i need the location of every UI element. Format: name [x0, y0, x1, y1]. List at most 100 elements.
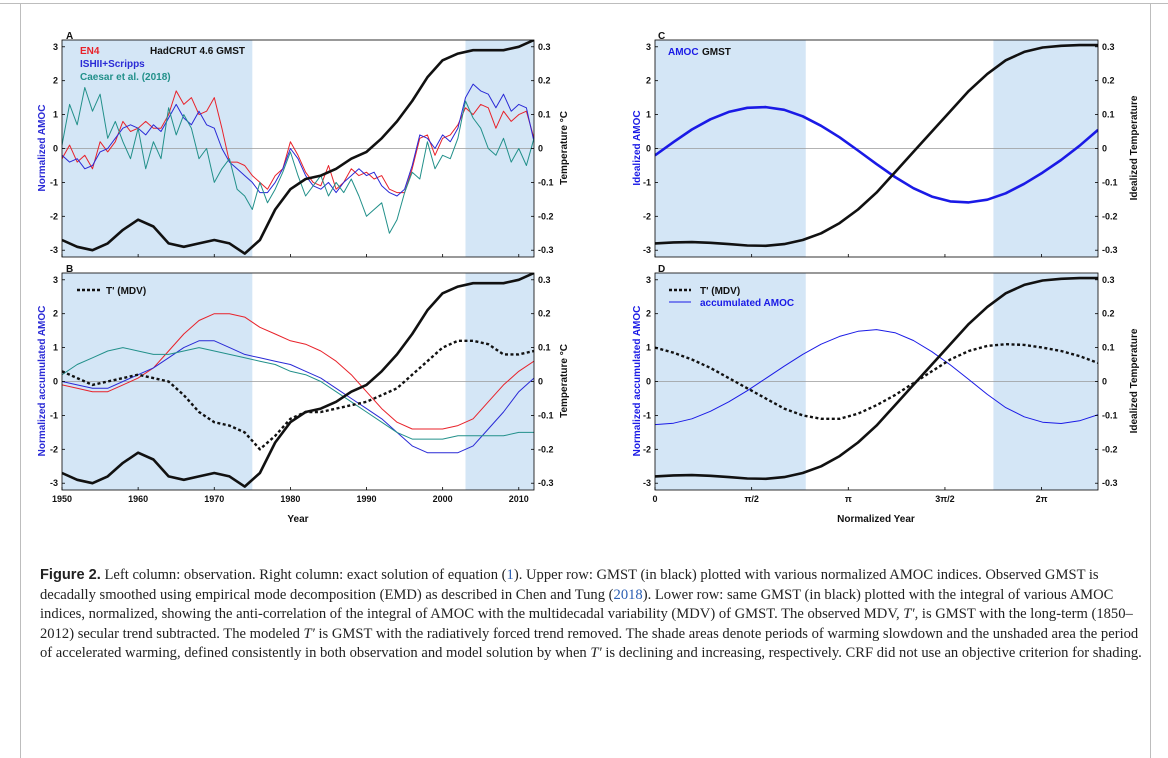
panel-c-legend-amoc: AMOC — [668, 47, 699, 58]
caption-citation-link[interactable]: 2018 — [613, 586, 643, 603]
caption-math-tprime-3: T′ — [590, 645, 602, 662]
panel-b-series-2-line — [62, 347, 534, 440]
caption-equation-link[interactable]: 1 — [506, 567, 514, 583]
panel-d-right-tick-label-5: 0.2 — [1102, 309, 1115, 319]
panel-a-legend-en4: EN4 — [80, 46, 100, 57]
panel-a-ticks: -3 -2 -1 0 1 2 3 -0.3 -0.2 -0.1 0 0.1 0.2 0.3 — [50, 42, 554, 257]
panel-d-series — [655, 276, 1098, 481]
panel-c-series — [655, 43, 1098, 248]
panel-b-x-tick-label-2: 1970 — [204, 494, 224, 504]
panel-a-series-3-line — [62, 40, 534, 255]
panel-b-left-tick-label-2: -1 — [50, 410, 58, 420]
panel-d-x-tick-label-0: 0 — [652, 494, 657, 504]
panel-d-x-tick-label-2: π — [845, 494, 852, 504]
caption-text-1: Left column: observation. Right column: … — [104, 567, 507, 583]
panel-a-right-tick-label-1: -0.2 — [538, 211, 554, 221]
panel-d-right-tick-label-3: 0 — [1102, 377, 1107, 387]
panel-b-x-tick-label-0: 1950 — [52, 494, 72, 504]
panel-b-series-1-line — [62, 340, 534, 454]
panel-b-x-axis-label: Year — [287, 514, 308, 525]
panel-c-right-tick-label-0: -0.3 — [1102, 245, 1118, 255]
panel-a-left-tick-label-3: 0 — [53, 144, 58, 154]
caption-math-tprime-2: T′ — [303, 625, 315, 642]
panel-b-ticks: -3 -2 -1 0 1 2 3 -0.3 -0.2 -0.1 0 0.1 0.2 0.3 1950 1960… — [50, 275, 554, 504]
panel-a-right-tick-label-2: -0.1 — [538, 177, 554, 187]
panel-d-left-tick-label-5: 2 — [646, 309, 651, 319]
panel-d-legend-tprime: T' (MDV) — [700, 286, 740, 297]
panel-b-left-tick-label-3: 0 — [53, 377, 58, 387]
panel-d-left-axis-label: Normalized accumulated AMOC — [632, 306, 643, 457]
panel-d-x-tick-label-3: 3π/2 — [935, 494, 954, 504]
panel-a-series-1-line — [62, 83, 534, 197]
panel-a-right-tick-label-5: 0.2 — [538, 76, 551, 86]
figure-2: -3 -2 -1 0 1 2 3 -0.3 -0.2 -0.1 0 0.1 0.2 0.3 A EN4 I… — [37, 31, 1140, 525]
panel-a-left-tick-label-4: 1 — [53, 110, 58, 120]
panel-a-left-axis-label: Normalized AMOC — [37, 105, 48, 192]
panel-a-left-tick-label-0: -3 — [50, 245, 58, 255]
panel-d-x-tick-label-4: 2π — [1036, 494, 1048, 504]
panel-b: -3 -2 -1 0 1 2 3 -0.3 -0.2 -0.1 0 0.1 0.2 0.3 1950 1960… — [37, 264, 570, 525]
panel-b-label: B — [66, 264, 73, 275]
panel-c-ticks: -3 -2 -1 0 1 2 3 -0.3 -0.2 -0.1 0 0.1 0.2 0.3 — [643, 42, 1118, 257]
panel-c-left-tick-label-1: -2 — [643, 211, 651, 221]
panel-d-series-0-line — [655, 329, 1098, 426]
panel-d-left-tick-label-0: -3 — [643, 478, 651, 488]
panel-a-left-tick-label-6: 3 — [53, 42, 58, 52]
panel-a-label: A — [66, 31, 73, 42]
panel-b-legend-tprime: T' (MDV) — [106, 286, 146, 297]
panel-a: -3 -2 -1 0 1 2 3 -0.3 -0.2 -0.1 0 0.1 0.2 0.3 A EN4 I… — [37, 31, 570, 258]
panel-b-x-tick-label-1: 1960 — [128, 494, 148, 504]
panel-c-right-tick-label-1: -0.2 — [1102, 211, 1118, 221]
panel-b-series — [62, 273, 534, 488]
panel-b-left-tick-label-4: 1 — [53, 343, 58, 353]
panel-c-right-tick-label-2: -0.1 — [1102, 177, 1118, 187]
panel-a-left-tick-label-1: -2 — [50, 211, 58, 221]
panel-b-series-3-line — [62, 339, 534, 451]
panel-b-left-tick-label-5: 2 — [53, 309, 58, 319]
panel-c-right-tick-label-4: 0.1 — [1102, 110, 1115, 120]
panel-a-right-tick-label-6: 0.3 — [538, 42, 551, 52]
panel-b-x-tick-label-3: 1980 — [280, 494, 300, 504]
page-frame-right — [1150, 3, 1151, 758]
panel-c-left-tick-label-3: 0 — [646, 144, 651, 154]
panel-a-legend-hadcrut: HadCRUT 4.6 GMST — [150, 46, 245, 57]
panel-a-right-tick-label-0: -0.3 — [538, 245, 554, 255]
panel-b-right-tick-label-3: 0 — [538, 377, 543, 387]
panel-d-x-tick-label-1: π/2 — [744, 494, 758, 504]
caption-text-4: , is GMST with the long-term (1850–2012)… — [40, 606, 1133, 642]
panel-d-series-2-line — [655, 276, 1098, 481]
caption-label: Figure 2. — [40, 567, 101, 583]
panel-c-left-axis-label: Idealized AMOC — [632, 110, 643, 185]
panel-d-right-tick-label-0: -0.3 — [1102, 478, 1118, 488]
panel-c-left-tick-label-6: 3 — [646, 42, 651, 52]
panel-d-x-axis-label: Normalized Year — [837, 514, 915, 525]
panel-b-right-tick-label-2: -0.1 — [538, 410, 554, 420]
panel-b-x-tick-label-4: 1990 — [357, 494, 377, 504]
panel-b-series-4-line — [62, 273, 534, 488]
panel-d-right-tick-label-6: 0.3 — [1102, 275, 1115, 285]
panel-c-label: C — [658, 31, 665, 42]
panel-c-legend-gmst: GMST — [702, 47, 731, 58]
panel-a-left-tick-label-2: -1 — [50, 177, 58, 187]
panel-a-series-2-line — [62, 87, 534, 234]
panel-b-right-tick-label-0: -0.3 — [538, 478, 554, 488]
panel-d-series-1-line — [655, 343, 1098, 420]
panel-b-right-tick-label-4: 0.1 — [538, 343, 551, 353]
caption-text-5: is GMST with the radiatively forced tren… — [40, 625, 1139, 662]
panel-d-left-tick-label-2: -1 — [643, 410, 651, 420]
caption-text-6: is declining and increasing, respectivel… — [601, 645, 1142, 662]
panel-d-legend-acc-amoc: accumulated AMOC — [700, 298, 794, 309]
panel-d-label: D — [658, 264, 665, 275]
panel-a-legend-ishii: ISHII+Scripps — [80, 59, 145, 70]
panel-a-right-tick-label-3: 0 — [538, 144, 543, 154]
panel-d-left-tick-label-4: 1 — [646, 343, 651, 353]
panel-b-right-tick-label-6: 0.3 — [538, 275, 551, 285]
panel-a-right-axis-label: Temperature °C — [559, 111, 570, 185]
panel-b-x-tick-label-6: 2010 — [509, 494, 529, 504]
panel-c-right-axis-label: Idealized Temperature — [1129, 95, 1140, 200]
panel-d-left-tick-label-6: 3 — [646, 275, 651, 285]
panel-c-left-tick-label-0: -3 — [643, 245, 651, 255]
panel-d-right-axis-label: Idealized Temperature — [1129, 328, 1140, 433]
panel-c-right-tick-label-6: 0.3 — [1102, 42, 1115, 52]
